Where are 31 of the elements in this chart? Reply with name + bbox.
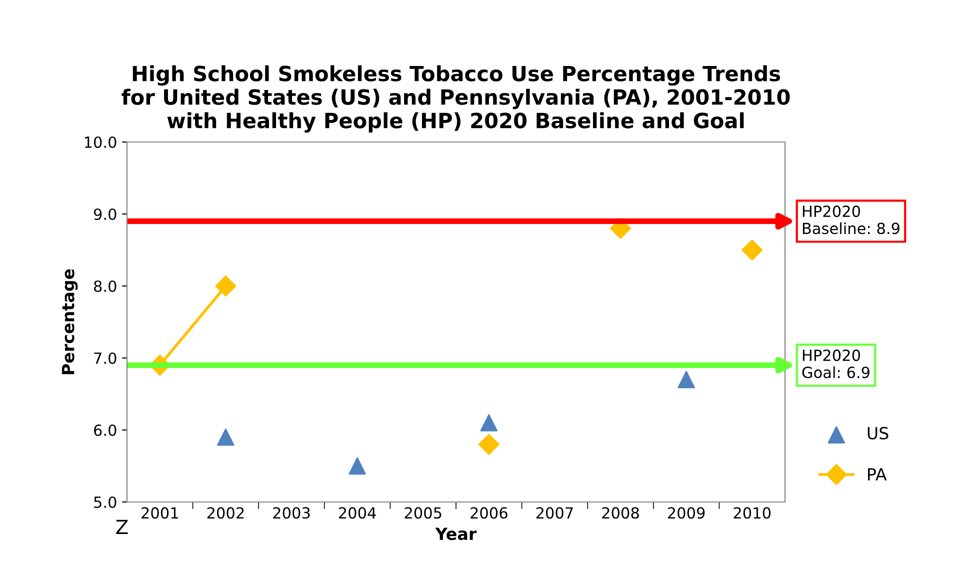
x-tick-label: 2005 [404,507,442,519]
y-tick-label: 6.0 [94,424,116,436]
y-tick-label: 5.0 [94,496,116,508]
x-tick-label: 2006 [470,507,508,519]
y-tick-label: 7.0 [94,352,116,364]
legend-label: PA [868,468,887,480]
point [215,275,236,297]
x-tick-label: 2007 [536,507,573,519]
x-tick-label: 2010 [734,507,771,519]
y-tick-label: 8.0 [94,280,116,292]
legend-label: US [868,426,888,440]
ref-line-label: HP2020 Baseline: 8.9 [802,206,900,234]
text: Z [116,520,128,534]
x-tick-label: 2002 [207,507,244,519]
point [678,370,695,388]
x-tick-label: 2001 [142,507,178,519]
x-tick-label: 2009 [668,507,705,519]
x-axis-title: Year [435,528,477,540]
y-tick-label: 9.0 [94,208,116,220]
point [742,239,763,261]
y-axis-title: Percentage [62,269,78,374]
point [217,428,234,446]
point [348,457,366,475]
point [478,434,500,455]
x-tick-label: 2003 [273,507,310,519]
chart-title: High School Smokeless Tobacco Use Percentage Trends for United States (US) and Pennsylvania (PA), 2001-2010 with Healthy People (HP) 2020 Baseline and Goal [122,65,790,133]
x-tick-label: 2008 [602,507,639,519]
point [480,414,498,432]
y-tick-label: 10.0 [84,136,116,148]
x-tick-label: 2004 [338,507,376,519]
ref-line-label: HP2020 Goal: 6.9 [802,350,870,378]
